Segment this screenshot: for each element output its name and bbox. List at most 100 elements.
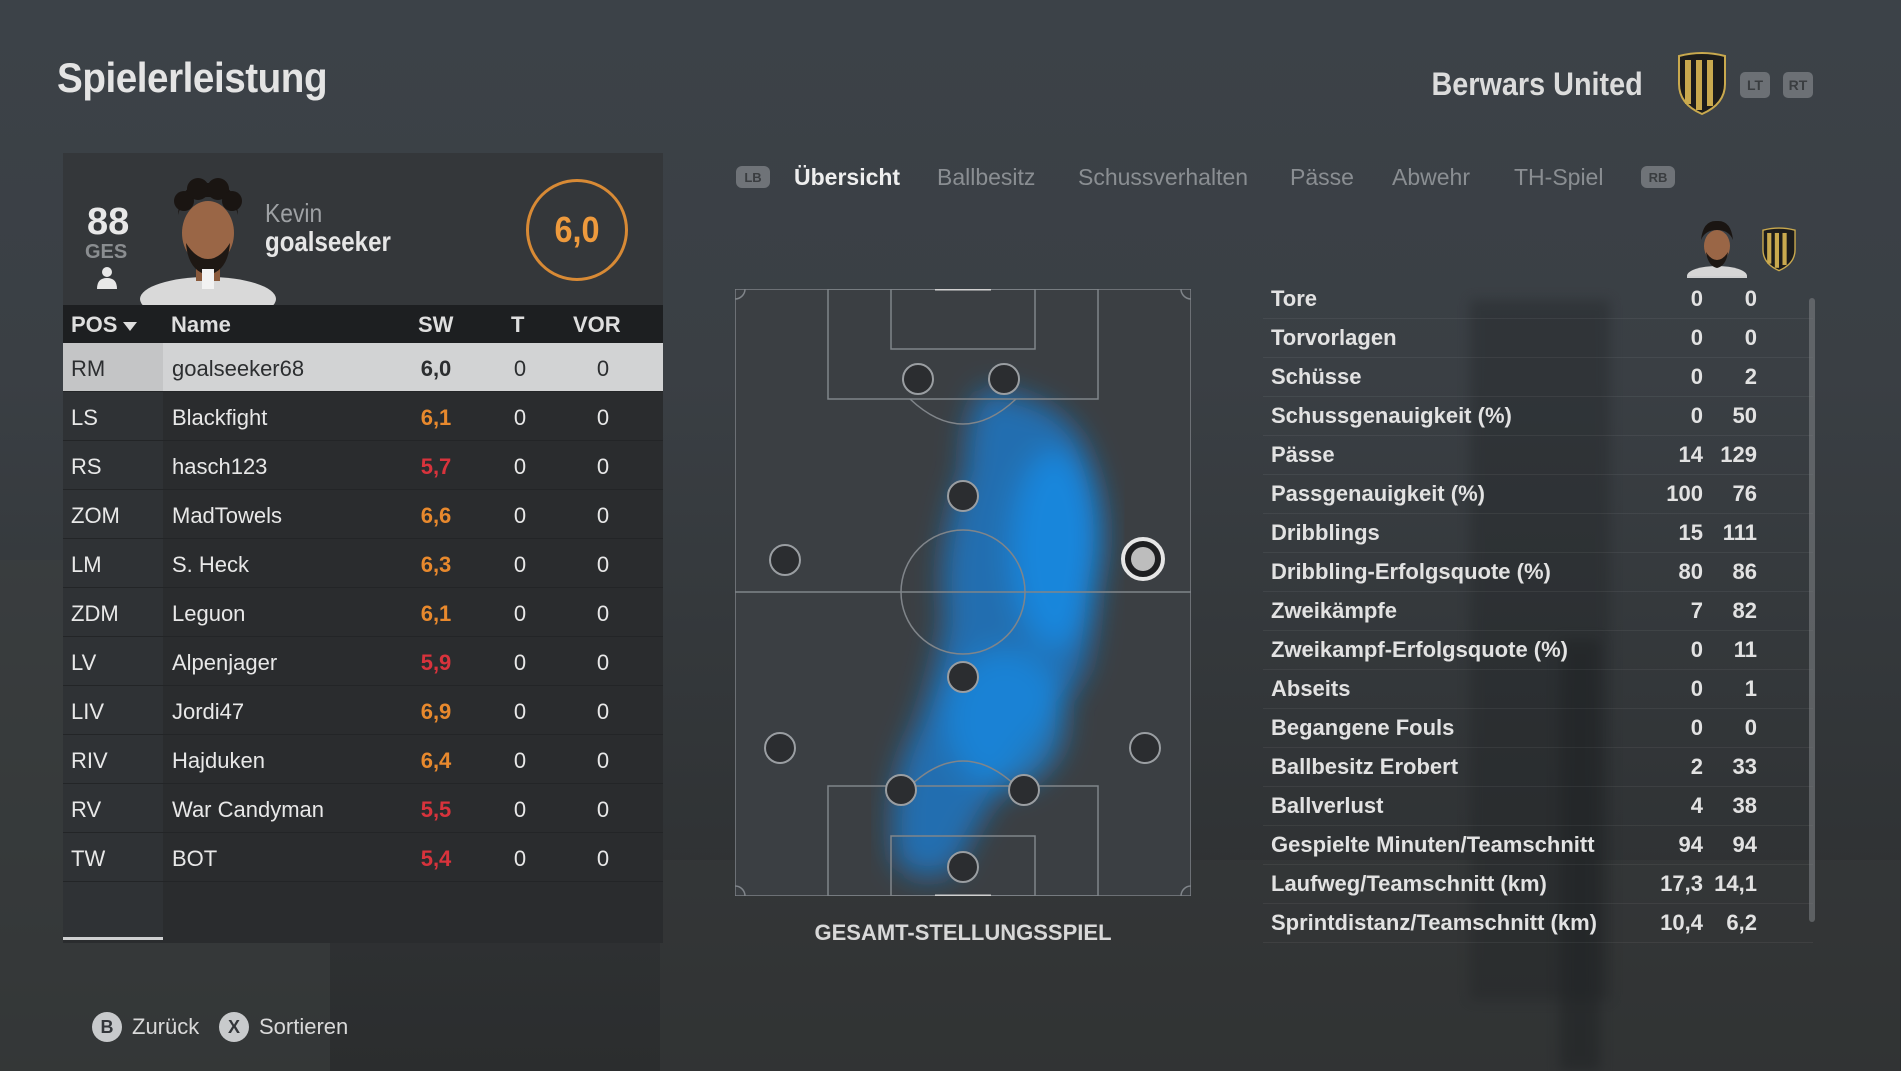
row-position: RS: [71, 454, 102, 479]
stat-player-value: 0: [1690, 637, 1703, 662]
row-position: ZDM: [71, 601, 119, 626]
stats-column-icons: [1685, 216, 1799, 286]
row-rating: 6,1: [420, 601, 452, 626]
stat-label: Abseits: [1271, 676, 1351, 701]
sort-pos-header[interactable]: POS: [71, 312, 138, 338]
tab-uebersicht[interactable]: Übersicht: [794, 164, 901, 190]
stat-label: Sprintdistanz/Teamschnitt (km): [1271, 910, 1597, 935]
pos-cell: [63, 588, 163, 636]
table-row[interactable]: RM goalseeker68 6,0 0 0: [63, 343, 663, 392]
table-row[interactable]: ZOM MadTowels 6,6 0 0: [63, 490, 663, 539]
player-small-avatar: [1687, 220, 1747, 286]
row-goals: 0: [513, 503, 527, 528]
stat-player-value: 4: [1690, 793, 1703, 818]
back-button[interactable]: B Zurück: [92, 1012, 199, 1042]
row-assists: 0: [596, 797, 610, 822]
stat-label: Torvorlagen: [1271, 325, 1397, 350]
lb-bumper-button[interactable]: LB: [736, 166, 770, 188]
rt-trigger-button[interactable]: RT: [1783, 72, 1813, 98]
row-position: TW: [71, 846, 106, 871]
stat-row: Passgenauigkeit (%) 100 76: [1263, 475, 1813, 514]
stat-row: Ballverlust 4 38: [1263, 787, 1813, 826]
stat-label: Zweikampf-Erfolgsquote (%): [1271, 637, 1569, 662]
stat-label: Schussgenauigkeit (%): [1271, 403, 1512, 428]
row-player-name: Hajduken: [172, 748, 265, 773]
row-assists: 0: [596, 503, 610, 528]
name-column-header[interactable]: Name: [171, 312, 231, 337]
stat-team-value: 0: [1744, 715, 1757, 740]
row-player-name: MadTowels: [172, 503, 283, 528]
sort-button[interactable]: X Sortieren: [219, 1012, 348, 1042]
row-rating: 6,6: [420, 503, 452, 528]
row-assists: 0: [596, 650, 610, 675]
t-column-header[interactable]: T: [511, 312, 525, 337]
row-rating: 6,9: [420, 699, 452, 724]
stats-scrollbar[interactable]: [1809, 298, 1815, 922]
table-row[interactable]: LM S. Heck 6,3 0 0: [63, 539, 663, 588]
vor-column-header[interactable]: VOR: [573, 312, 621, 337]
sw-column-header[interactable]: SW: [418, 312, 454, 337]
tab-abwehr[interactable]: Abwehr: [1392, 164, 1470, 190]
table-row[interactable]: TW BOT 5,4 0 0: [63, 833, 663, 882]
tab-ballbesitz[interactable]: Ballbesitz: [937, 164, 1036, 190]
row-rating: 5,7: [420, 454, 452, 479]
stat-player-value: 14: [1678, 442, 1703, 467]
pos-cell: [63, 441, 163, 489]
row-rating: 6,4: [420, 748, 452, 773]
row-player-name: Jordi47: [172, 699, 245, 724]
player-header: 88 GES Kevin goalseeker 6,0: [63, 153, 663, 305]
tab-paesse[interactable]: Pässe: [1290, 164, 1354, 190]
row-player-name: S. Heck: [172, 552, 250, 577]
row-player-name: Leguon: [172, 601, 246, 626]
row-rating: 5,4: [420, 846, 452, 871]
table-row[interactable]: LIV Jordi47 6,9 0 0: [63, 686, 663, 735]
row-rating: 5,5: [420, 797, 452, 822]
table-row-empty: [63, 882, 663, 940]
row-position: RV: [71, 797, 102, 822]
table-row[interactable]: RV War Candyman 5,5 0 0: [63, 784, 663, 833]
row-player-name: Alpenjager: [172, 650, 278, 675]
stat-player-value: 15: [1678, 520, 1703, 545]
stat-label: Zweikämpfe: [1271, 598, 1397, 623]
b-button-icon: B: [92, 1012, 122, 1042]
match-rating-value: 6,0: [554, 209, 600, 250]
stat-row: Zweikämpfe 7 82: [1263, 592, 1813, 631]
row-goals: 0: [513, 748, 527, 773]
row-player-name: War Candyman: [172, 797, 325, 822]
pos-cell: [63, 392, 163, 440]
stat-player-value: 80: [1678, 559, 1703, 584]
rb-bumper-button[interactable]: RB: [1641, 166, 1675, 188]
table-row[interactable]: LS Blackfight 6,1 0 0: [63, 392, 663, 441]
row-assists: 0: [596, 846, 610, 871]
lt-trigger-button[interactable]: LT: [1740, 72, 1770, 98]
table-row[interactable]: ZDM Leguon 6,1 0 0: [63, 588, 663, 637]
row-goals: 0: [513, 797, 527, 822]
table-row[interactable]: LV Alpenjager 5,9 0 0: [63, 637, 663, 686]
stat-team-value: 6,2: [1726, 910, 1757, 935]
player-table-body: RM goalseeker68 6,0 0 0 LS Blackfight 6,1 0 0 RS ha…: [63, 343, 663, 882]
stat-team-value: 76: [1732, 481, 1757, 506]
stat-label: Dribblings: [1271, 520, 1380, 545]
table-row[interactable]: RIV Hajduken 6,4 0 0: [63, 735, 663, 784]
pos-cell: [63, 686, 163, 734]
row-goals: 0: [513, 356, 527, 381]
x-button-icon: X: [219, 1012, 249, 1042]
stat-label: Gespielte Minuten/Teamschnitt: [1271, 832, 1595, 857]
stat-label: Tore: [1271, 286, 1318, 311]
row-player-name: BOT: [172, 846, 218, 871]
stat-player-value: 0: [1690, 364, 1703, 389]
tab-th-spiel[interactable]: TH-Spiel: [1514, 164, 1604, 190]
row-goals: 0: [513, 405, 527, 430]
tab-schussverhalten[interactable]: Schussverhalten: [1078, 164, 1249, 190]
overall-rating: 88: [87, 201, 130, 243]
stat-team-value: 111: [1722, 520, 1757, 545]
row-position: LM: [71, 552, 102, 577]
row-assists: 0: [596, 748, 610, 773]
table-row[interactable]: RS hasch123 5,7 0 0: [63, 441, 663, 490]
row-assists: 0: [596, 405, 610, 430]
pos-cell: [63, 490, 163, 538]
row-player-name: Blackfight: [172, 405, 268, 430]
table-header: POS Name SW T VOR: [63, 305, 663, 343]
player-list-panel: 88 GES Kevin goalseeker 6,0 POS Name SW …: [63, 153, 663, 943]
row-position: ZOM: [71, 503, 120, 528]
